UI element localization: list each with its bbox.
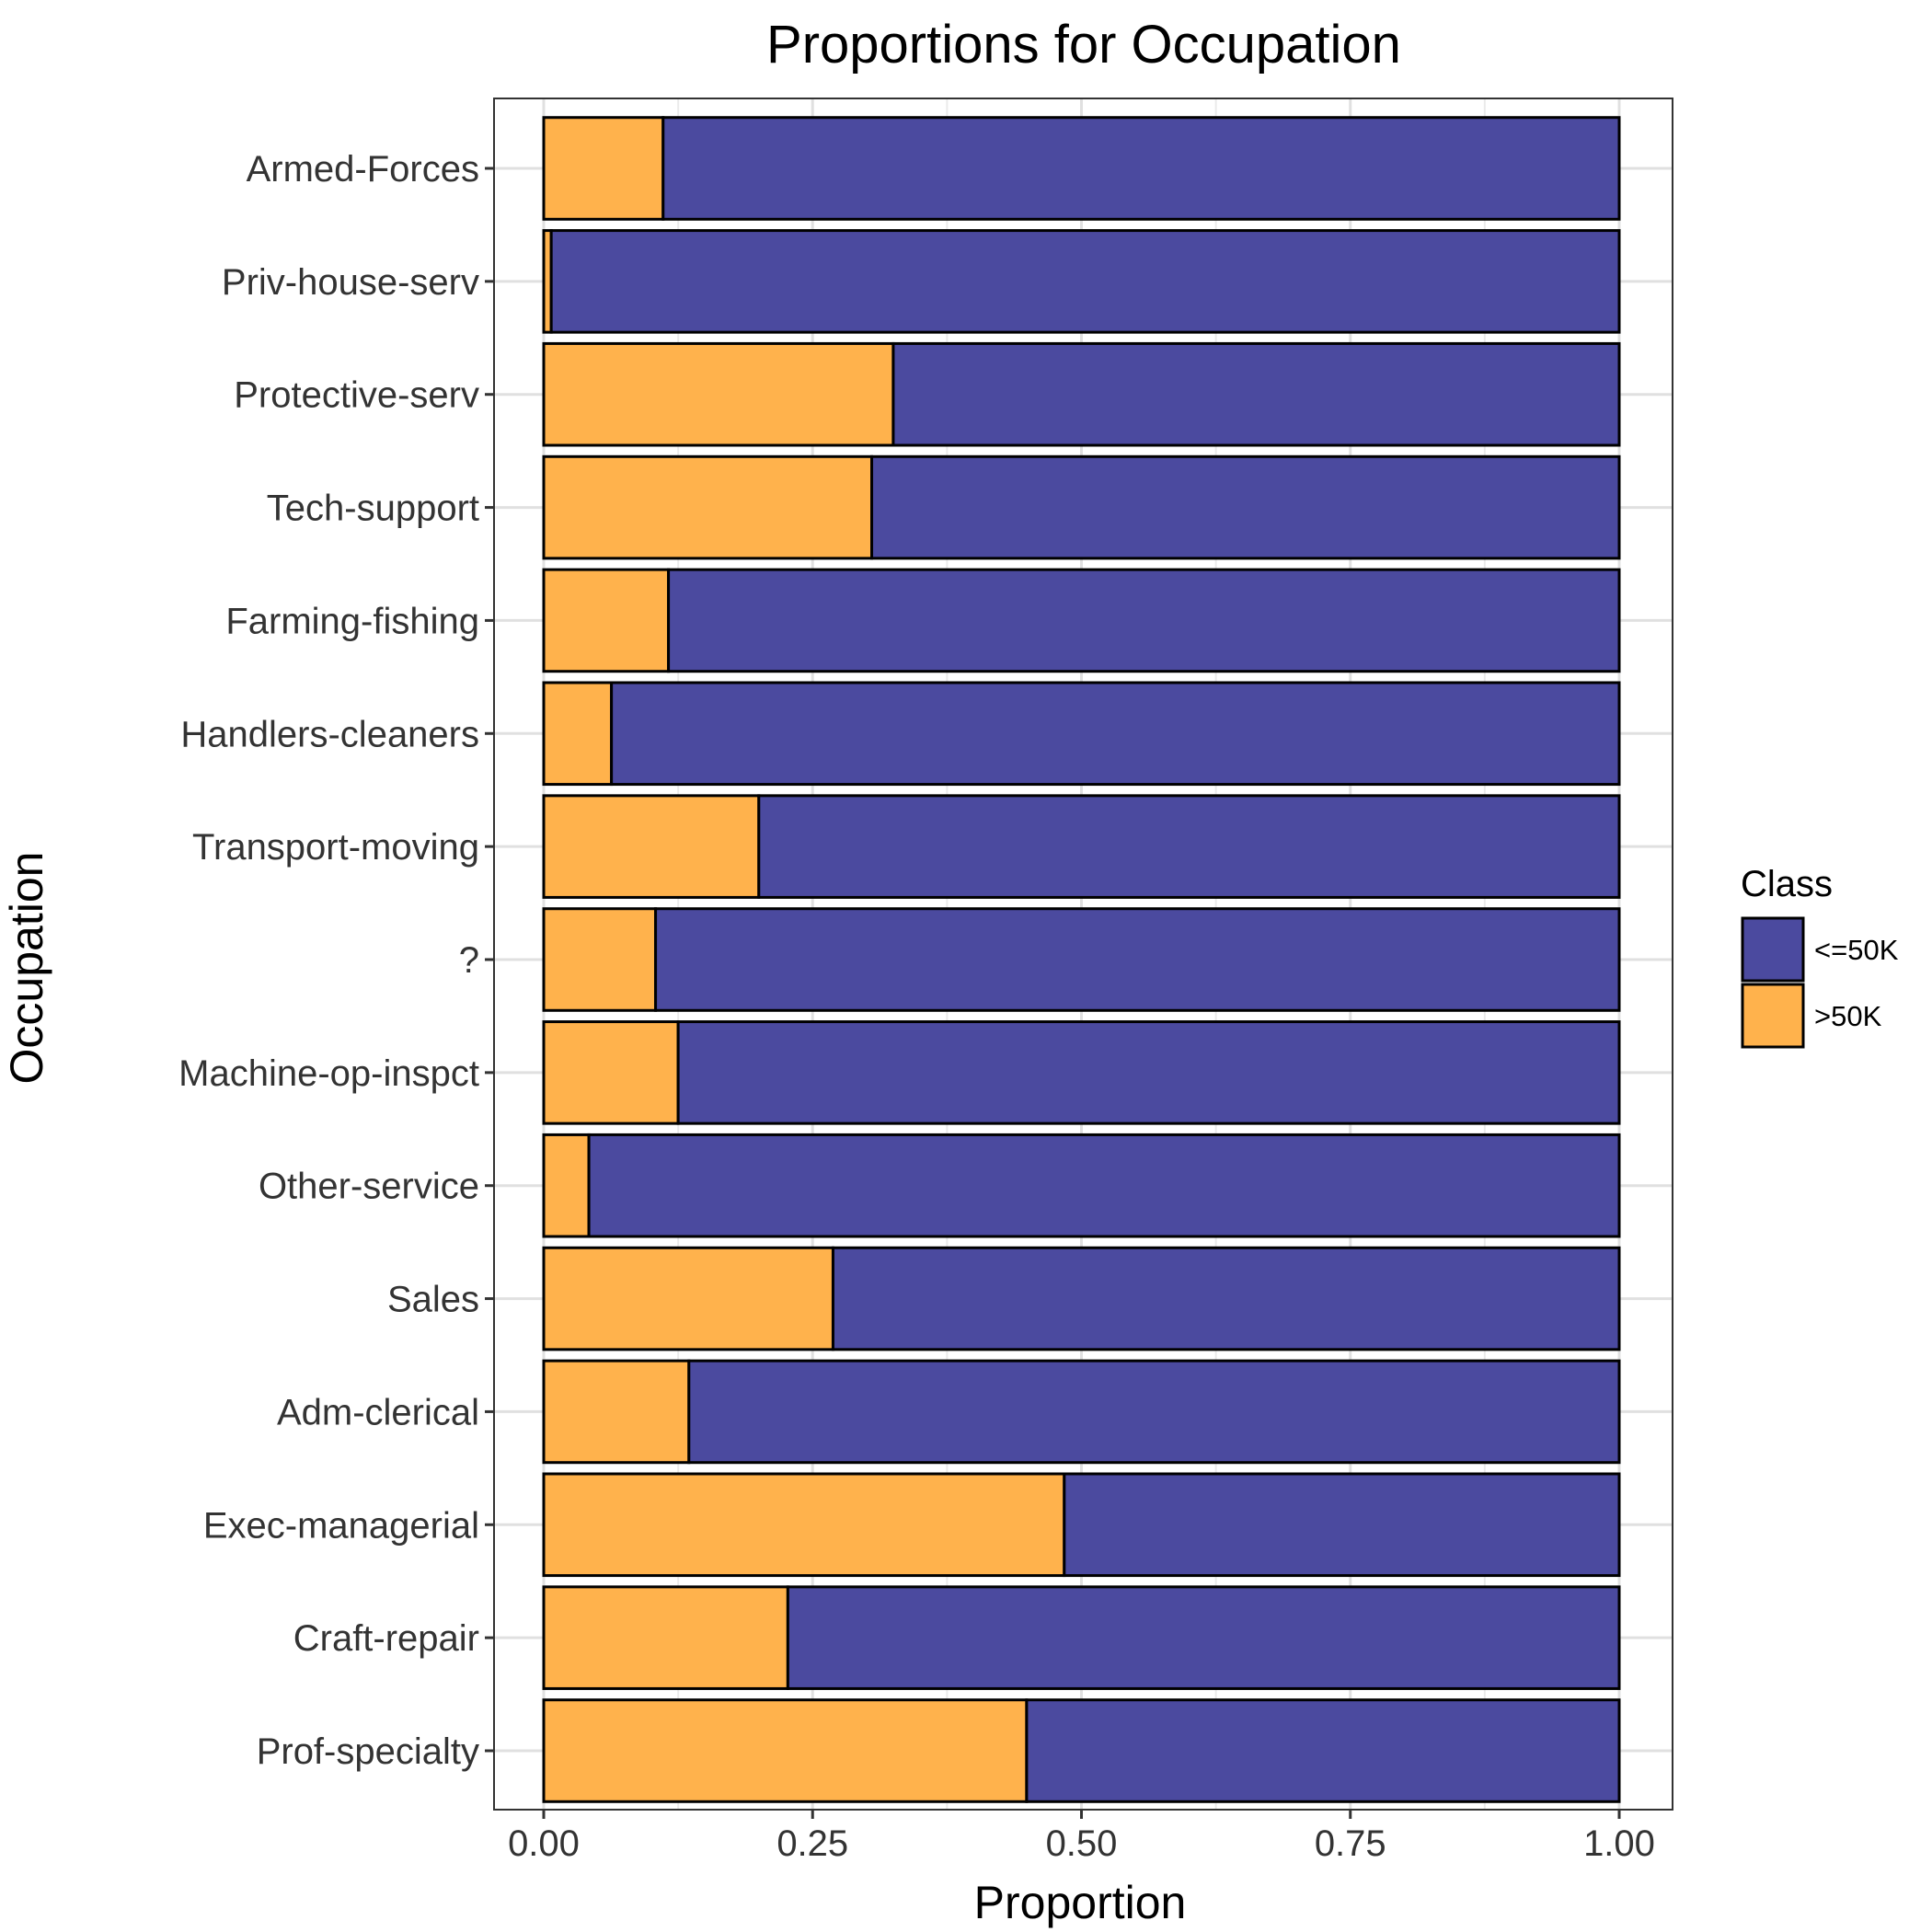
y-tick-label: Transport-moving xyxy=(192,827,479,868)
chart-title: Proportions for Occupation xyxy=(766,15,1401,75)
legend-key-le50k xyxy=(1741,916,1805,983)
bar-segment-gt50k xyxy=(542,1246,834,1351)
y-tick-label: Machine-op-inspct xyxy=(178,1053,479,1094)
x-tick-label: 0.25 xyxy=(776,1823,848,1864)
x-axis-title: Proportion xyxy=(974,1877,1187,1928)
legend-key-gt50k xyxy=(1741,983,1805,1049)
bar-segment-le50k xyxy=(831,1246,1621,1351)
bar-segment-gt50k xyxy=(542,1472,1066,1578)
y-tick-label: Exec-managerial xyxy=(203,1505,479,1546)
bar-segment-gt50k xyxy=(542,681,614,787)
x-tick-label: 0.75 xyxy=(1315,1823,1386,1864)
bar-segment-le50k xyxy=(687,1359,1621,1465)
bar-segment-gt50k xyxy=(542,341,895,447)
bar-segment-gt50k xyxy=(542,568,671,673)
bar-segment-le50k xyxy=(549,229,1621,334)
y-tick-label: Craft-repair xyxy=(293,1618,479,1659)
bar-segment-gt50k xyxy=(542,1359,691,1465)
bar-segment-gt50k xyxy=(542,1020,680,1125)
plot-area: Armed-Forces Priv-house-serv Protective-se… xyxy=(178,98,1673,1864)
bar-segment-le50k xyxy=(1063,1472,1621,1578)
legend-label-le50k: <=50K xyxy=(1814,934,1899,966)
plot-border xyxy=(493,98,1673,1811)
y-tick-label: Sales xyxy=(387,1280,479,1320)
bar-segment-gt50k xyxy=(542,794,761,899)
bar-segment-le50k xyxy=(610,681,1621,787)
x-tick-label: 0.00 xyxy=(508,1823,580,1864)
bar-segment-le50k xyxy=(1025,1698,1621,1803)
bar-segment-le50k xyxy=(587,1133,1621,1238)
bar-segment-le50k xyxy=(676,1020,1621,1125)
bar-segment-gt50k xyxy=(542,1133,591,1238)
bar-segment-gt50k xyxy=(542,907,658,1012)
y-tick-label: Protective-serv xyxy=(234,375,479,416)
legend-label-gt50k: >50K xyxy=(1814,1000,1882,1032)
x-tick-label: 0.50 xyxy=(1046,1823,1118,1864)
x-tick-label: 1.00 xyxy=(1583,1823,1655,1864)
y-tick-label: Adm-clerical xyxy=(277,1392,479,1432)
y-axis-title: Occupation xyxy=(1,852,52,1085)
y-tick-label: Handlers-cleaners xyxy=(180,714,479,754)
bar-segment-le50k xyxy=(870,454,1621,560)
y-tick-label: Tech-support xyxy=(267,489,479,529)
bar-segment-le50k xyxy=(667,568,1621,673)
bar-segment-gt50k xyxy=(542,454,874,560)
bar-segment-le50k xyxy=(654,907,1621,1012)
legend-title: Class xyxy=(1741,864,1833,904)
y-tick-label: Armed-Forces xyxy=(247,149,479,190)
bar-segment-le50k xyxy=(757,794,1621,899)
y-tick-label: Farming-fishing xyxy=(225,601,479,641)
y-tick-label: Other-service xyxy=(259,1167,479,1207)
y-tick-label: Priv-house-serv xyxy=(222,262,479,303)
bar-segment-gt50k xyxy=(542,116,665,221)
legend: Class <=50K >50K xyxy=(1741,864,1899,1049)
bar-segment-le50k xyxy=(891,341,1621,447)
y-tick-label: ? xyxy=(459,940,479,981)
bar-segment-gt50k xyxy=(542,1585,789,1690)
y-tick-label: Prof-specialty xyxy=(257,1731,479,1772)
bar-segment-le50k xyxy=(661,116,1621,221)
bar-segment-le50k xyxy=(786,1585,1621,1690)
bar-segment-gt50k xyxy=(542,1698,1029,1803)
